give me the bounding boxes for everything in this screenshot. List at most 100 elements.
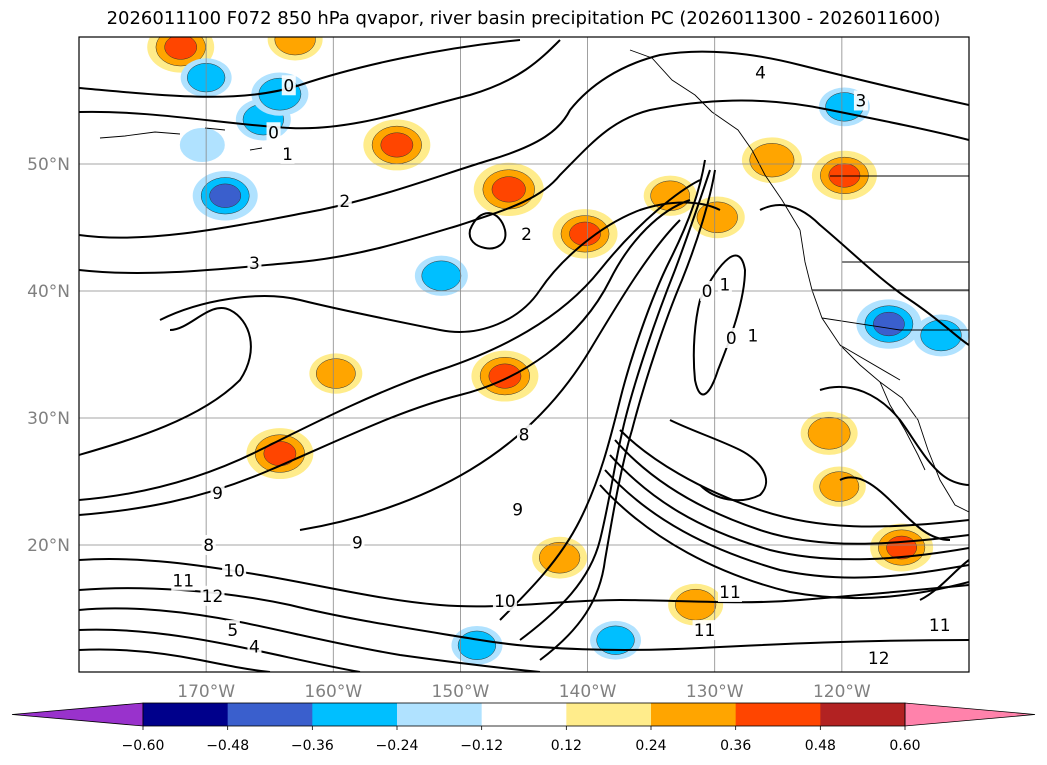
contour-label-bg (200, 585, 225, 606)
precip-pc-level (807, 416, 851, 450)
contour-line (468, 212, 507, 250)
contour-label: 9 (212, 484, 223, 504)
contour-label: 9 (352, 533, 363, 553)
contour-label-bg (281, 75, 296, 96)
contour-label: 10 (494, 592, 516, 612)
precip-pc-patch (179, 127, 225, 163)
colorbar-tick-label: 0.48 (805, 738, 836, 754)
contour-label-bg (222, 560, 247, 581)
contour-line (919, 559, 969, 601)
contour-label-bg (247, 636, 262, 657)
contour-line (539, 169, 716, 661)
contour-line (79, 628, 361, 672)
contour-label: 5 (227, 621, 238, 641)
precip-pc-level (164, 37, 198, 60)
precip-pc-patch (668, 583, 724, 626)
colorbar-segment (735, 703, 821, 726)
colorbar-segment (651, 703, 737, 726)
y-tick-label: 40°N (27, 282, 70, 302)
contour-line (159, 201, 721, 333)
contour-line (669, 419, 767, 502)
colorbar-tick-label: −0.24 (376, 738, 419, 754)
contour-line (79, 199, 691, 516)
contour-label-bg (700, 281, 715, 301)
contour-label: 8 (519, 426, 530, 446)
precip-pc-fills (147, 37, 969, 665)
contour-label-bg (519, 223, 534, 244)
contour-line (79, 607, 541, 672)
y-tick-label: 50°N (27, 155, 70, 175)
precip-pc-patch (552, 209, 618, 259)
colorbar-extend-low (11, 702, 144, 727)
contour-line (79, 99, 969, 274)
precip-pc-patch (246, 428, 314, 480)
contour-label-bg (210, 482, 225, 503)
colorbar-tick-label: −0.36 (291, 738, 334, 754)
qvapor-contours (79, 39, 969, 672)
contour-label: 11 (929, 616, 951, 636)
precip-pc-level (539, 541, 581, 574)
contour-label-bg (717, 274, 732, 295)
precip-pc-patch (451, 625, 503, 665)
contour-label-bg (717, 581, 742, 602)
colorbar-tick-label: 0.24 (635, 738, 666, 754)
contour-line (609, 454, 969, 561)
contour-label-bg (225, 620, 240, 641)
contour-label: 8 (203, 536, 214, 556)
contour-label: 12 (202, 587, 224, 607)
precip-pc-patch (414, 255, 468, 296)
contour-line (79, 648, 271, 672)
precip-pc-level (828, 163, 861, 188)
contour-label-bg (517, 424, 531, 445)
precip-pc-patch (913, 314, 969, 357)
contour-line (79, 39, 521, 98)
contour-line (619, 429, 969, 528)
contour-label: 0 (702, 282, 713, 302)
contour-label: 11 (172, 572, 194, 592)
contour-label-bg (745, 325, 760, 346)
precip-pc-patch (812, 466, 866, 507)
contour-label: 3 (249, 254, 260, 274)
contour-line (79, 587, 969, 651)
contour-label: 2 (521, 225, 532, 245)
precip-pc-level (457, 630, 497, 660)
colorbar-segment (227, 703, 313, 726)
precip-pc-patch (532, 536, 588, 579)
colorbar-tick-label: −0.48 (206, 738, 249, 754)
precip-pc-patch (363, 119, 431, 171)
x-tick-label: 160°W (304, 682, 362, 702)
coastline-baja (879, 381, 926, 471)
contour-label: 4 (249, 638, 260, 658)
contour-line (692, 254, 747, 396)
colorbar-tick-label: 0.36 (720, 738, 751, 754)
contour-label: 0 (726, 329, 737, 349)
contour-label-bg (927, 615, 952, 636)
colorbar-segment (566, 703, 652, 726)
contour-line (839, 476, 951, 541)
contour-label: 1 (282, 145, 293, 165)
precip-pc-patch (471, 350, 539, 402)
precip-pc-level (569, 221, 601, 246)
contour-label: 1 (719, 276, 730, 296)
contour-line (79, 50, 969, 239)
precip-pc-level (179, 127, 225, 163)
contour-label-bg (280, 143, 295, 164)
contour-label-bg (337, 190, 352, 211)
precip-pc-patch (800, 411, 858, 455)
contour-line (79, 307, 252, 456)
contour-label-bg (510, 499, 525, 520)
y-tick-label: 30°N (27, 409, 70, 429)
colorbar-segment (143, 703, 229, 726)
coastlines (99, 49, 969, 513)
colorbar-segment (481, 703, 567, 726)
x-tick-label: 130°W (686, 682, 744, 702)
contour-label: 10 (223, 561, 245, 581)
colorbar-frame (142, 702, 906, 727)
plot-frame (78, 36, 970, 673)
contour-label: 12 (868, 649, 890, 669)
x-axis-ticks: 170°W 160°W 150°W 140°W 130°W 120°W (177, 682, 871, 702)
contour-label-bg (692, 620, 717, 641)
colorbar-extend-high (904, 702, 1036, 727)
x-tick-label: 120°W (813, 682, 871, 702)
